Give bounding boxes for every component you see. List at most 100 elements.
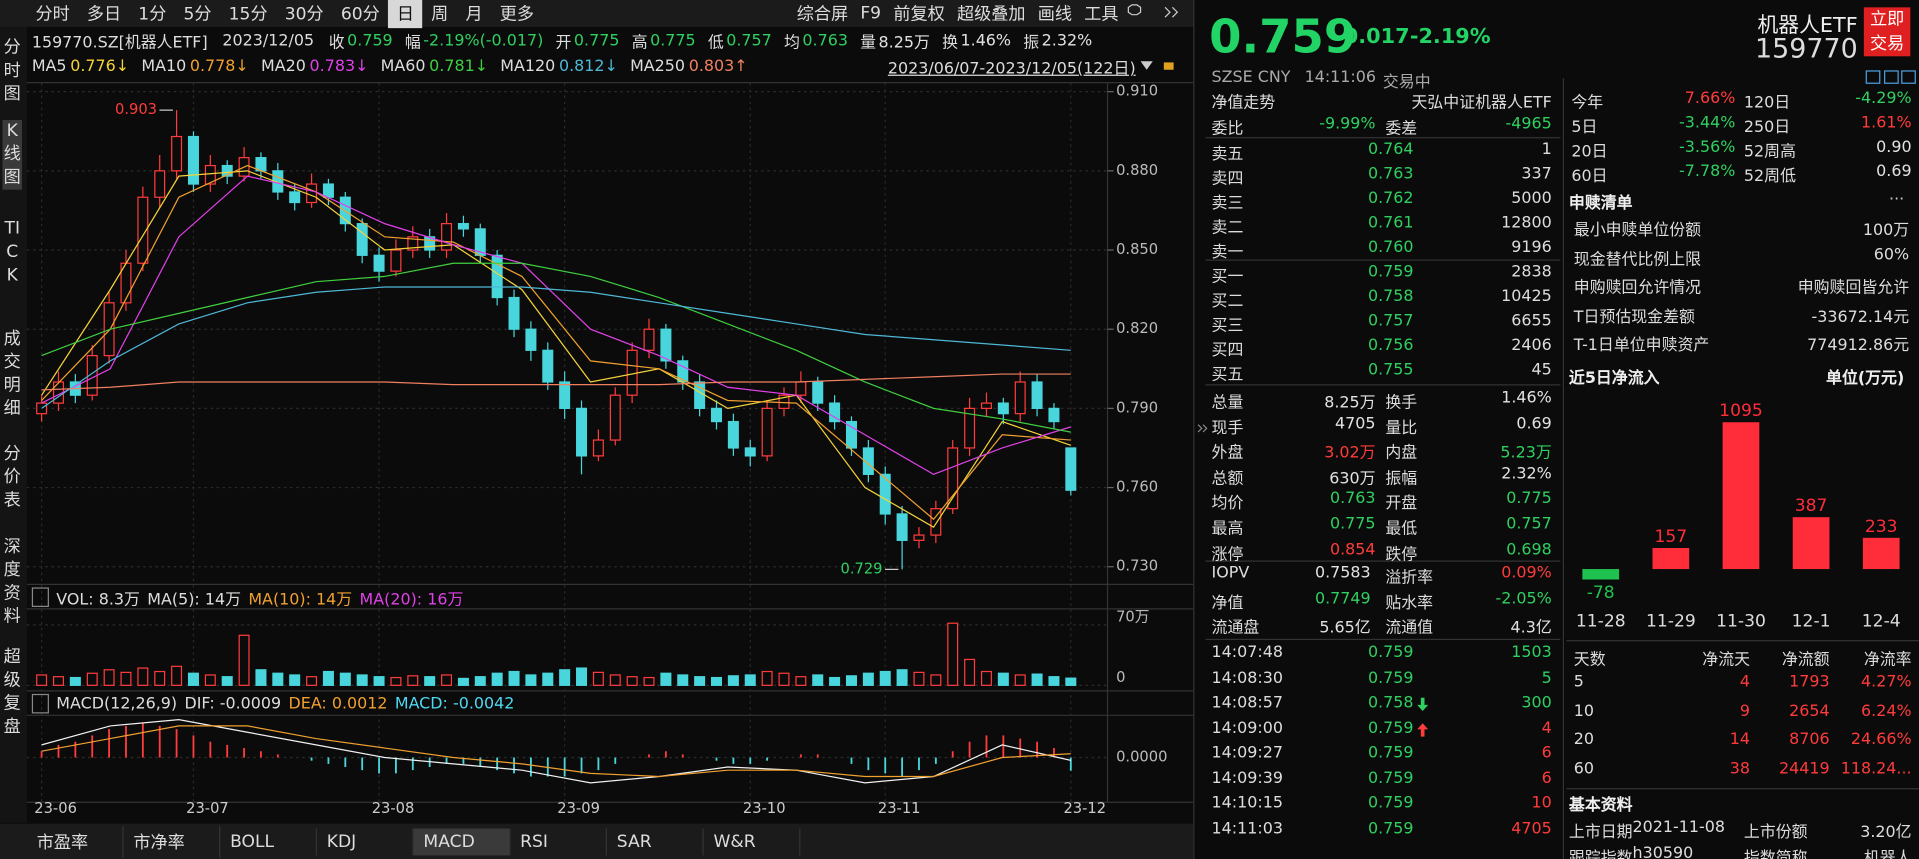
value: -33672.14元 [1811, 308, 1910, 327]
volume-bar [103, 669, 115, 686]
section-title: 基本资料 [1568, 796, 1633, 816]
indicator-tab[interactable]: RSI [510, 827, 608, 855]
separator [1205, 137, 1561, 139]
indicator-tab[interactable]: MACD [413, 827, 511, 855]
indicator-tab[interactable]: W&R [704, 827, 801, 855]
value: -4.29% [1855, 89, 1912, 108]
period-tab[interactable]: 分时 [35, 4, 70, 25]
help-icon[interactable] [31, 693, 49, 714]
header-item: MA(20): 16万 [359, 590, 464, 609]
trade-volume: 300 [1521, 693, 1552, 713]
candle-body [542, 349, 554, 383]
fund-name: 天弘中证机器人ETF [1411, 94, 1552, 113]
period-tab[interactable]: 1分 [138, 4, 167, 25]
x-tick-label: 11-29 [1646, 612, 1696, 632]
trade-volume: 6 [1541, 769, 1552, 788]
label: 溢折率 [1385, 569, 1434, 588]
candle-body [171, 135, 183, 172]
y-tick-label: 0 [1116, 669, 1125, 686]
trade-volume: 6 [1541, 744, 1552, 763]
label: 上市日期 [1568, 823, 1633, 842]
tool-button[interactable]: 综合屏 [796, 4, 849, 25]
y-tick-label: 0.880 [1116, 162, 1158, 179]
chart-title: 近5日净流入 [1568, 369, 1660, 388]
volume-bar [660, 672, 672, 686]
period-tab[interactable]: 5分 [183, 4, 212, 25]
flow-bar [1792, 517, 1830, 570]
volume-bar [255, 669, 267, 686]
side-tab[interactable]: TICK [4, 219, 21, 286]
label: 均价 [1211, 494, 1244, 514]
trade-button[interactable]: 立即交易 [1863, 7, 1911, 57]
side-tab[interactable]: 分时图 [3, 37, 21, 105]
tool-button[interactable]: 工具 [1084, 4, 1119, 25]
ma-value: 0.812↓ [558, 56, 618, 76]
book-volume: 6655 [1511, 312, 1552, 331]
volume-bar [1065, 677, 1077, 686]
icon[interactable] [1884, 70, 1899, 84]
candle-body [862, 447, 874, 475]
period-tab[interactable]: 30分 [284, 4, 324, 25]
volume-bar [424, 676, 436, 686]
indicator-tab[interactable]: 市盈率 [27, 825, 124, 858]
value: 7.66% [1684, 89, 1736, 108]
indicator-tab[interactable]: 市净率 [124, 825, 221, 858]
side-tab[interactable]: 超级复盘 [3, 647, 21, 737]
tool-button[interactable]: F9 [860, 3, 882, 24]
separator [1566, 640, 1919, 642]
y-tick-label: 0.850 [1116, 241, 1158, 258]
table-cell: 1793 [1789, 673, 1830, 692]
tool-button[interactable]: 画线 [1037, 4, 1073, 25]
volume-bar [744, 674, 756, 686]
trade-volume: 10 [1531, 794, 1552, 813]
side-tab[interactable]: 分价表 [3, 444, 21, 511]
volume-bar [1031, 673, 1043, 686]
side-tab[interactable]: 成交明细 [3, 329, 21, 419]
trade-volume: 4705 [1511, 819, 1552, 838]
period-tab[interactable]: 日 [388, 0, 423, 29]
label: 最低 [1385, 520, 1418, 539]
expand-icon[interactable] [1197, 424, 1208, 433]
candle-body [947, 447, 959, 510]
trade-price: 0.759 [1367, 718, 1414, 738]
change: -0.017 [1335, 24, 1410, 49]
volume-bar [896, 669, 908, 686]
volume-bar [1048, 676, 1060, 686]
tool-button[interactable]: 超级叠加 [956, 4, 1026, 25]
period-tab[interactable]: 月 [465, 4, 483, 25]
icon[interactable] [1901, 70, 1916, 84]
period-tab[interactable]: 15分 [228, 4, 268, 25]
indicator-tab[interactable]: BOLL [220, 827, 317, 855]
tool-button[interactable]: 前复权 [893, 4, 945, 25]
tab-bar-bg [0, 823, 1194, 859]
side-tab[interactable]: 深度资料 [3, 537, 21, 627]
period-tab[interactable]: 更多 [499, 4, 534, 25]
candle-body [559, 381, 571, 409]
period-tab[interactable]: 周 [431, 4, 449, 25]
annotation: 0.729 [841, 560, 883, 577]
volume-bar [778, 672, 790, 686]
indicator-tab[interactable]: KDJ [317, 827, 414, 855]
indicator-tab[interactable]: SAR [607, 827, 704, 855]
trade-time: 14:09:00 [1211, 718, 1284, 738]
side-tab[interactable]: K线图 [2, 119, 23, 190]
icon[interactable] [1865, 70, 1881, 84]
value: 4.3亿 [1510, 619, 1552, 638]
label: T-1日单位申赎资产 [1573, 337, 1710, 356]
book-volume: 337 [1521, 165, 1552, 184]
candle-body [306, 183, 318, 204]
period-tab[interactable]: 多日 [86, 4, 122, 25]
volume-bar [643, 676, 655, 686]
value: 0.69 [1876, 162, 1912, 182]
book-level: 卖五 [1211, 145, 1244, 164]
label: 250日 [1743, 118, 1791, 138]
period-tab[interactable]: 60分 [340, 4, 380, 25]
volume-bar [812, 674, 824, 686]
candle-body [407, 236, 419, 251]
help-icon[interactable] [31, 587, 49, 608]
volume-bar [272, 672, 284, 686]
section-title: 申赎清单 [1568, 194, 1633, 213]
flow-bar [1862, 537, 1900, 570]
book-volume: 1 [1541, 140, 1552, 160]
date: 2023/12/05 [222, 31, 315, 50]
